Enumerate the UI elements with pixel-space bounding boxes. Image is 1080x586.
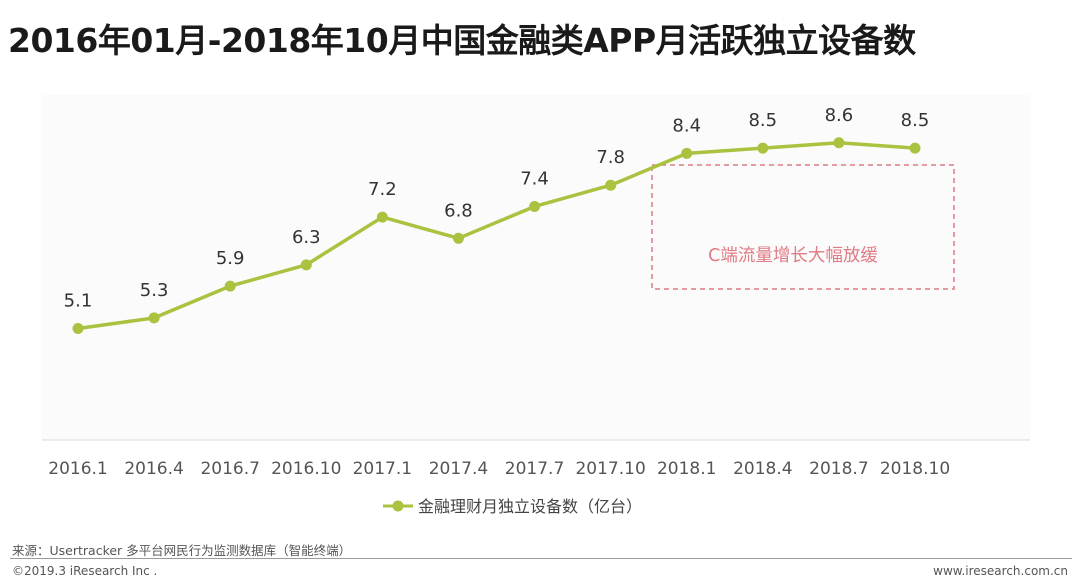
series-points xyxy=(72,137,921,335)
legend-marker xyxy=(392,500,404,512)
plot-background xyxy=(42,95,1030,440)
data-label: 5.3 xyxy=(140,280,169,301)
data-labels: 5.1 5.3 5.9 6.3 7.2 6.8 7.4 7.8 8.4 8.5 8.6 8.5 xyxy=(64,105,930,312)
data-point xyxy=(376,211,388,223)
x-tick-label: 2016.4 xyxy=(124,459,183,479)
data-label: 7.2 xyxy=(368,179,397,200)
data-point xyxy=(452,232,464,244)
x-tick-label: 2018.1 xyxy=(657,459,716,479)
data-label: 8.5 xyxy=(748,110,777,131)
annotation-text: C端流量增长大幅放缓 xyxy=(708,246,878,266)
data-point xyxy=(224,280,236,292)
x-tick-label: 2018.7 xyxy=(809,459,868,479)
series-line xyxy=(76,141,917,331)
footer-divider xyxy=(10,558,1072,559)
data-label: 6.8 xyxy=(444,200,473,221)
data-point xyxy=(833,137,845,149)
data-label: 8.4 xyxy=(672,115,701,136)
data-point xyxy=(300,259,312,271)
x-tick-label: 2016.10 xyxy=(271,459,341,479)
legend: 金融理财月独立设备数（亿台） xyxy=(383,497,642,516)
website-text: www.iresearch.com.cn xyxy=(933,564,1068,578)
x-axis-tick-labels: 2016.1 2016.4 2016.7 2016.10 2017.1 2017.4 201… xyxy=(48,459,950,479)
data-label: 7.4 xyxy=(520,168,549,189)
data-label: 8.5 xyxy=(901,110,930,131)
data-point xyxy=(72,323,84,335)
data-label: 7.8 xyxy=(596,147,625,168)
data-point xyxy=(757,142,769,154)
x-tick-label: 2017.1 xyxy=(353,459,412,479)
data-point xyxy=(148,312,160,324)
x-tick-label: 2016.7 xyxy=(200,459,259,479)
data-label: 6.3 xyxy=(292,227,321,248)
x-tick-label: 2016.1 xyxy=(48,459,107,479)
x-tick-label: 2017.7 xyxy=(505,459,564,479)
data-label: 5.9 xyxy=(216,248,245,269)
data-point xyxy=(909,142,921,154)
data-label: 5.1 xyxy=(64,291,93,312)
chart-title: 2016年01月-2018年10月中国金融类APP月活跃独立设备数 xyxy=(8,21,916,60)
x-tick-label: 2017.4 xyxy=(429,459,488,479)
legend-label: 金融理财月独立设备数（亿台） xyxy=(418,497,642,516)
x-tick-label: 2018.10 xyxy=(880,459,950,479)
data-label: 8.6 xyxy=(825,105,854,126)
copyright-text: ©2019.3 iResearch Inc . xyxy=(12,564,158,578)
source-note: 来源：Usertracker 多平台网民行为监测数据库（智能终端） xyxy=(12,543,352,558)
x-tick-label: 2018.4 xyxy=(733,459,792,479)
data-point xyxy=(605,179,617,191)
data-point xyxy=(529,200,541,212)
annotation-box xyxy=(651,164,955,290)
x-tick-label: 2017.10 xyxy=(575,459,645,479)
data-point xyxy=(681,147,693,159)
